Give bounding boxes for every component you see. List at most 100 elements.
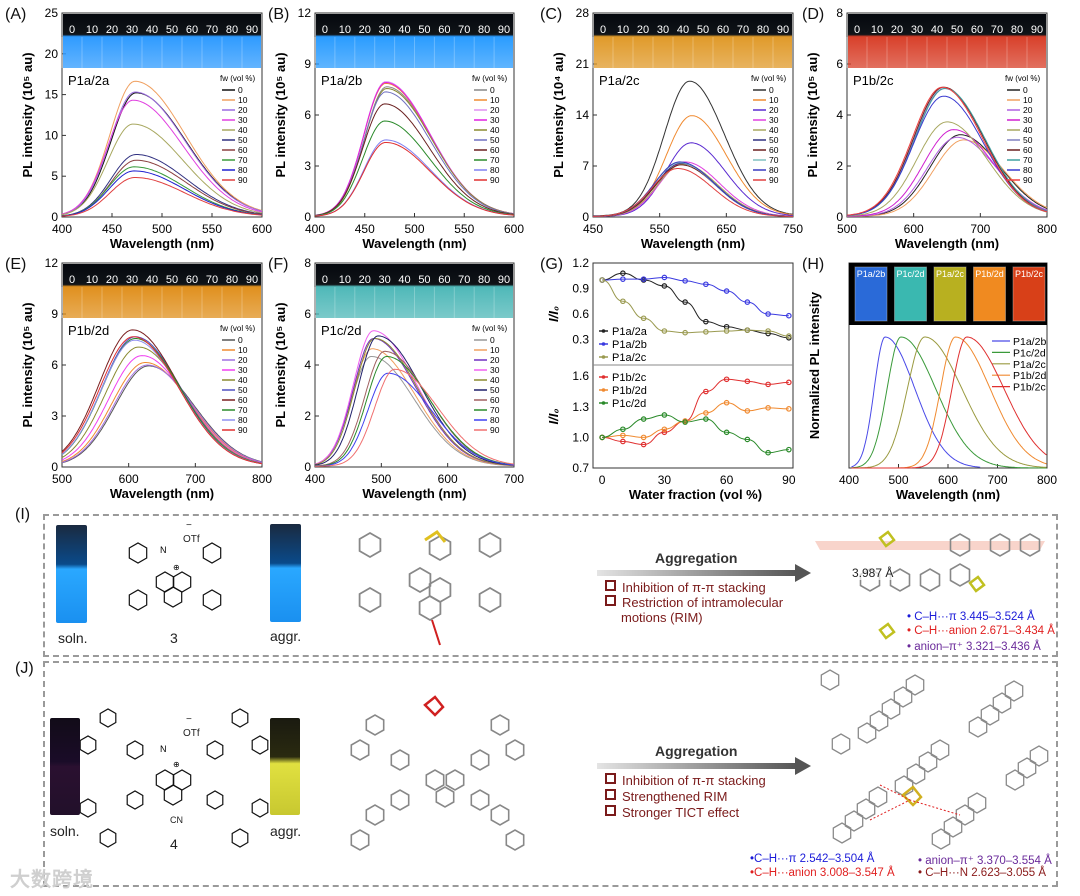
legend-title: fw (vol %) <box>1005 74 1040 83</box>
crystal-ring <box>428 534 452 562</box>
sample-title: P1a/2a <box>68 73 110 88</box>
phenyl-ring <box>206 790 224 810</box>
spectrum-line <box>314 338 515 466</box>
panel-label-j: (J) <box>15 660 34 677</box>
y-tick-label: 15 <box>45 88 59 102</box>
crystal-ring <box>857 722 877 744</box>
x-tick-label: 550 <box>454 222 474 236</box>
spectrum-line <box>61 154 263 217</box>
crystal-ring <box>445 769 465 791</box>
sample-title: P1b/2d <box>68 323 109 338</box>
legend-marker <box>601 401 606 405</box>
mechanism-item-continued: motions (RIM) <box>621 610 703 625</box>
aggr-caption: aggr. <box>270 823 302 839</box>
vial-label: 60 <box>971 24 983 36</box>
data-point <box>620 276 626 282</box>
legend-label: 50 <box>1023 135 1033 145</box>
y-tick-label: 0.3 <box>572 333 589 347</box>
y-tick-label: 6 <box>51 358 58 372</box>
vial-label: 90 <box>246 274 258 286</box>
legend-label: 10 <box>769 95 779 105</box>
y-axis-title: Normalized PL intensity <box>807 291 822 439</box>
distance-label: 3.987 Å <box>852 566 894 580</box>
interaction-ch-anion: • C–H···anion 2.671–3.434 Å <box>907 625 1055 637</box>
phenyl-ring <box>99 708 117 728</box>
spectrum-line <box>846 121 1048 217</box>
vial-label: 0 <box>322 274 328 286</box>
x-tick-label: 600 <box>252 222 272 236</box>
spectrum-line <box>61 91 263 215</box>
data-point <box>620 298 626 305</box>
data-point <box>744 408 751 414</box>
legend-label: 70 <box>238 405 248 415</box>
spectrum-line <box>593 142 794 217</box>
legend-label: 60 <box>238 395 248 405</box>
crystal-ring <box>918 751 938 773</box>
data-point <box>661 283 668 289</box>
legend-label: 70 <box>238 155 248 165</box>
legend-marker <box>601 342 606 346</box>
x-axis-title: Wavelength (nm) <box>895 236 999 251</box>
vial-label: 90 <box>777 24 789 36</box>
spectrum-line <box>61 123 263 216</box>
methoxy-bond <box>431 619 441 646</box>
legend-label: 50 <box>238 135 248 145</box>
cation-charge-icon: ⊕ <box>173 563 180 572</box>
legend-label: 40 <box>490 375 500 385</box>
structure-ring <box>163 784 183 806</box>
vial-label: 20 <box>891 24 903 36</box>
sample-title: P1a/2b <box>321 73 362 88</box>
vial-photo-strip <box>594 14 792 68</box>
interaction-ch-pi: •C–H···π 2.542–3.504 Å <box>750 853 875 865</box>
solution-vial-photo <box>56 525 87 623</box>
data-point <box>744 436 751 443</box>
vial-label: 50 <box>166 274 178 286</box>
x-tick-label: 600 <box>438 472 458 486</box>
vial-label: 30 <box>379 274 391 286</box>
vial-label: 80 <box>757 24 769 36</box>
crystal-ring <box>425 769 445 791</box>
aggregation-arrow <box>597 757 811 775</box>
legend-label: P1c/2d <box>612 398 646 410</box>
x-tick-label: 800 <box>1037 473 1057 487</box>
triflate-anion <box>878 622 896 640</box>
spectrum-line <box>593 162 794 217</box>
cyano-substituent: CN <box>170 815 183 825</box>
crystal-ring <box>1005 769 1025 791</box>
legend-label: 60 <box>490 395 500 405</box>
interaction-contacts <box>869 784 961 821</box>
crystal-ring <box>365 804 385 826</box>
data-point <box>682 278 688 284</box>
spectrum-line <box>315 372 515 467</box>
y-tick-label: 4 <box>836 108 843 122</box>
legend-label: 20 <box>490 355 500 365</box>
data-point <box>703 329 709 335</box>
data-point <box>620 438 626 445</box>
vial-label: 60 <box>186 274 198 286</box>
data-point <box>744 327 751 333</box>
interaction-ch-pi: • C–H···π 3.445–3.524 Å <box>907 611 1035 623</box>
legend-label: 40 <box>238 375 248 385</box>
spectrum-line <box>61 336 263 465</box>
x-tick-label: 700 <box>504 472 524 486</box>
spectrum-line <box>61 92 263 215</box>
legend-label: P1a/2c <box>612 352 647 364</box>
mechanism-item: Strengthened RIM <box>605 789 728 804</box>
vial-label: 70 <box>458 274 470 286</box>
vial-label: 70 <box>737 24 749 36</box>
x-tick-label: 500 <box>371 472 391 486</box>
crystal-ring <box>408 566 432 594</box>
legend-label: 90 <box>238 425 248 435</box>
crystal-ring <box>350 739 370 761</box>
data-point <box>640 441 647 448</box>
x-tick-label: 30 <box>658 473 672 487</box>
counterion-minus: − <box>186 714 192 725</box>
spectrum-line <box>846 86 1048 216</box>
vial-label: 30 <box>126 274 138 286</box>
vial-label: 40 <box>677 24 689 36</box>
legend-label: P1a/2a <box>612 326 648 338</box>
soln-caption: soln. <box>58 630 88 646</box>
crystal-ring <box>856 798 876 820</box>
spectrum-line <box>851 336 981 468</box>
